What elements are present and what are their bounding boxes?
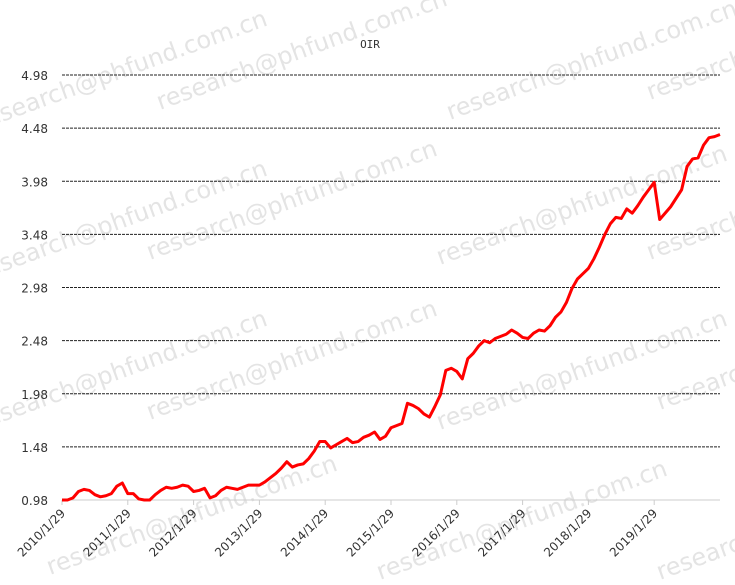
y-tick-label: 2.48 (21, 335, 48, 349)
x-tick-label: 2014/1/29 (278, 506, 331, 559)
watermark: research@phfund.com.cn (152, 0, 450, 116)
watermark: research@phfund.com.cn (432, 304, 730, 435)
x-tick-label: 2015/1/29 (344, 506, 397, 559)
y-tick-label: 3.98 (21, 175, 48, 189)
y-tick-label: 4.48 (21, 122, 48, 136)
y-tick-label: 1.98 (21, 388, 48, 402)
x-tick-label: 2019/1/29 (607, 506, 660, 559)
chart-title: OIR (360, 38, 380, 51)
y-tick-label: 2.98 (21, 282, 48, 296)
y-tick-label: 3.48 (21, 228, 48, 242)
line (62, 133, 721, 502)
y-tick-label: 0.98 (21, 494, 48, 508)
y-tick-label: 1.48 (21, 441, 48, 455)
y-tick-label: 4.98 (21, 69, 48, 83)
